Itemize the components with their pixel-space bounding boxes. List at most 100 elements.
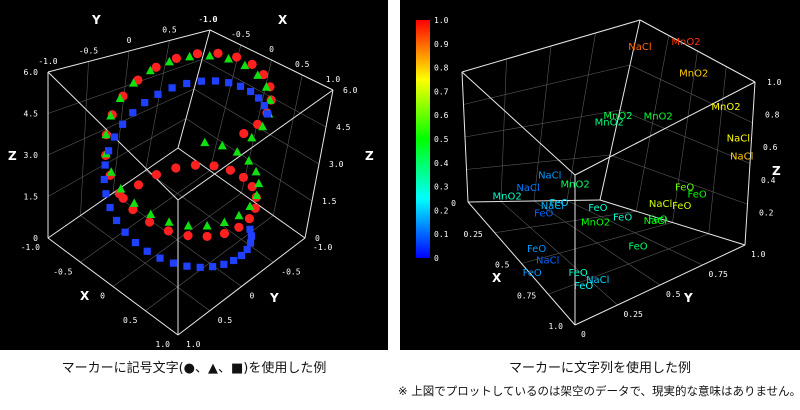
green-triangle-marker bbox=[164, 56, 174, 66]
z-tick-label: 0.6 bbox=[763, 143, 778, 152]
green-triangle-marker bbox=[185, 51, 195, 61]
red-circle-marker bbox=[238, 172, 249, 182]
point-text-marker: MnO2 bbox=[644, 112, 673, 123]
frame-edge bbox=[461, 19, 641, 73]
footnote: ※ 上図でプロットしているのは架空のデータで、現実的な意味はありません。 bbox=[398, 384, 800, 398]
x-tick-label: 0 bbox=[451, 199, 456, 208]
x-axis-label: X bbox=[492, 271, 502, 285]
left-caption: マーカーに記号文字(●、▲、■)を使用した例 bbox=[61, 361, 327, 376]
blue-square-marker bbox=[121, 228, 129, 236]
x-tick-label: 0 bbox=[269, 45, 274, 54]
blue-square-marker bbox=[196, 263, 204, 271]
colorbar-tick-label: 0.1 bbox=[434, 230, 449, 239]
z-axis-label: Z bbox=[365, 149, 374, 163]
blue-square-marker bbox=[225, 79, 233, 87]
y-tick-label: 1.0 bbox=[186, 340, 201, 349]
point-text-marker: FeO bbox=[568, 268, 587, 279]
grid-line bbox=[533, 45, 552, 202]
y-tick-label: 0.5 bbox=[162, 26, 177, 35]
colorbar-tick-label: 0.9 bbox=[434, 40, 449, 49]
red-circle-marker bbox=[247, 59, 257, 70]
frame-edge bbox=[599, 199, 746, 246]
right-caption: マーカーに文字列を使用した例 bbox=[508, 361, 691, 376]
frame-edge bbox=[209, 29, 334, 91]
red-circle-marker bbox=[202, 231, 212, 242]
frame-edge bbox=[177, 237, 306, 336]
colorbar-tick-label: 0.4 bbox=[434, 159, 449, 168]
point-text-marker: FeO bbox=[527, 244, 546, 255]
frame-edge bbox=[461, 71, 469, 203]
blue-square-marker bbox=[112, 216, 121, 225]
left-chart-panel: 0 0 1.5 1.5 3.0 3.0 4.5 4.5 6.0 6.0 -1.0 -1.0 -0.5 -0… bbox=[0, 0, 388, 350]
point-text-marker: FeO bbox=[648, 215, 667, 226]
colorbar-tick-label: 0 bbox=[434, 254, 439, 263]
blue-square-marker bbox=[143, 247, 151, 255]
point-text-marker: FeO bbox=[688, 189, 707, 200]
blue-square-marker bbox=[237, 251, 246, 260]
colorbar-tick-label: 0.6 bbox=[434, 111, 449, 120]
red-circle-marker bbox=[163, 226, 173, 236]
point-text-marker: NaCl bbox=[541, 201, 564, 212]
frame-edge bbox=[47, 147, 179, 239]
green-triangle-marker bbox=[245, 201, 255, 210]
green-triangle-marker bbox=[240, 60, 250, 70]
blue-square-marker bbox=[104, 147, 113, 155]
grid-line bbox=[629, 64, 753, 124]
red-circle-marker bbox=[253, 119, 263, 129]
grid-line bbox=[47, 59, 203, 114]
right-3d-scatter: 1.00.90.80.70.60.50.40.30.20.10MnO2MnO2M… bbox=[416, 16, 782, 339]
point-text-marker: NaCl bbox=[628, 42, 651, 53]
y-tick-label: 1.0 bbox=[203, 15, 218, 24]
red-circle-marker bbox=[144, 217, 155, 227]
blue-square-marker bbox=[209, 263, 217, 271]
blue-square-marker bbox=[131, 238, 140, 247]
point-text-marker: NaCl bbox=[586, 275, 609, 286]
green-triangle-marker bbox=[251, 166, 261, 176]
point-text-marker: FeO bbox=[588, 203, 607, 214]
frame-edge bbox=[574, 244, 746, 326]
red-circle-marker bbox=[128, 204, 138, 215]
blue-square-marker bbox=[169, 259, 178, 267]
green-triangle-marker bbox=[106, 111, 116, 120]
blue-square-marker bbox=[220, 260, 228, 268]
blue-square-marker bbox=[183, 262, 191, 270]
x-tick-label: 0 bbox=[100, 292, 105, 301]
blue-square-marker bbox=[246, 239, 255, 247]
z-tick-label: 4.5 bbox=[24, 110, 39, 119]
green-triangle-marker bbox=[145, 65, 155, 75]
point-text-marker: MnO2 bbox=[679, 69, 708, 80]
x-tick-label: 0.25 bbox=[463, 230, 482, 239]
green-triangle-marker bbox=[205, 51, 215, 60]
red-circle-marker bbox=[219, 228, 230, 239]
green-triangle-marker bbox=[219, 217, 229, 226]
blue-square-marker bbox=[263, 110, 272, 118]
point-text-marker: NaCl bbox=[538, 170, 561, 181]
y-tick-label: -0.5 bbox=[79, 47, 98, 56]
green-triangle-marker bbox=[217, 140, 227, 150]
grid-line bbox=[521, 222, 673, 264]
x-tick-label: 0.75 bbox=[517, 291, 536, 300]
green-triangle-marker bbox=[252, 190, 262, 199]
x-tick-label: 1.0 bbox=[326, 75, 341, 84]
green-triangle-marker bbox=[200, 137, 210, 147]
colorbar-tick-label: 0.8 bbox=[434, 64, 449, 73]
y-tick-label: 0.25 bbox=[624, 310, 643, 319]
red-circle-marker bbox=[234, 222, 244, 232]
blue-square-marker bbox=[236, 82, 245, 90]
blue-square-marker bbox=[255, 94, 263, 102]
red-circle-marker bbox=[232, 52, 242, 62]
red-circle-marker bbox=[151, 62, 161, 72]
point-text-marker: MnO2 bbox=[595, 118, 624, 129]
colorbar-tick-label: 0.7 bbox=[434, 87, 449, 96]
blue-square-marker bbox=[101, 161, 109, 169]
x-tick-label: 0.5 bbox=[123, 316, 138, 325]
grid-line bbox=[201, 59, 327, 128]
blue-square-marker bbox=[229, 256, 238, 265]
red-circle-marker bbox=[171, 163, 181, 173]
red-circle-marker bbox=[133, 180, 144, 190]
blue-square-marker bbox=[247, 87, 255, 96]
z-tick-label: 4.5 bbox=[336, 123, 351, 132]
frame-edge bbox=[467, 199, 601, 203]
green-triangle-marker bbox=[234, 210, 244, 220]
red-circle-marker bbox=[183, 231, 193, 241]
